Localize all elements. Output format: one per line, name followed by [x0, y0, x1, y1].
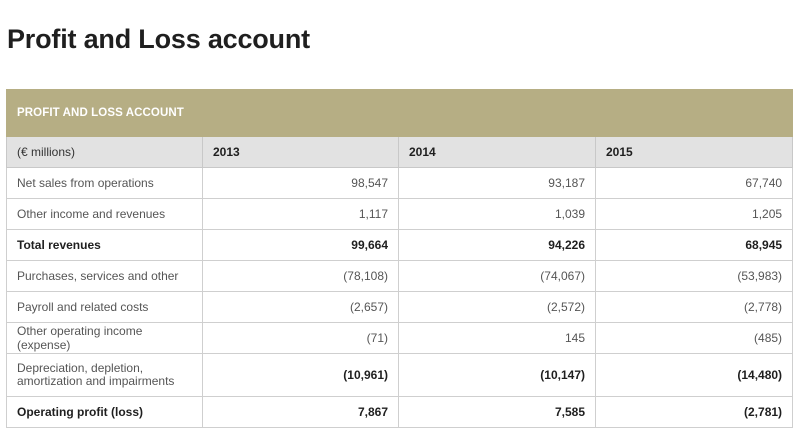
row-label: Payroll and related costs	[6, 291, 203, 323]
row-label: Total revenues	[6, 229, 203, 261]
cell-value: (2,778)	[594, 291, 794, 323]
unit-label: (€ millions)	[6, 136, 203, 168]
cell-value: 99,664	[202, 229, 399, 261]
table-banner-row: PROFIT AND LOSS ACCOUNT	[5, 89, 794, 137]
table-row-net-sales: Net sales from operations 98,547 93,187 …	[6, 167, 794, 199]
cell-value: 98,547	[202, 167, 399, 199]
cell-value: (14,480)	[594, 353, 794, 397]
cell-value: 1,205	[594, 198, 794, 230]
table-row-operating-profit: Operating profit (loss) 7,867 7,585 (2,7…	[6, 396, 794, 428]
table-row-other-income: Other income and revenues 1,117 1,039 1,…	[6, 198, 794, 230]
cell-value: (485)	[594, 322, 794, 354]
table-header-row: (€ millions) 2013 2014 2015	[6, 136, 794, 168]
row-label: Net sales from operations	[6, 167, 203, 199]
row-label: Operating profit (loss)	[6, 396, 203, 428]
cell-value: 1,039	[398, 198, 596, 230]
cell-value: (2,572)	[398, 291, 596, 323]
cell-value: (10,147)	[398, 353, 596, 397]
row-label: Other operating income (expense)	[6, 322, 203, 354]
cell-value: (10,961)	[202, 353, 399, 397]
table-row-depreciation: Depreciation, depletion, amortization an…	[6, 353, 794, 397]
cell-value: (2,781)	[594, 396, 794, 428]
cell-value: (53,983)	[594, 260, 794, 292]
table-row-other-operating: Other operating income (expense) (71) 14…	[6, 322, 794, 354]
cell-value: 1,117	[202, 198, 399, 230]
cell-value: (74,067)	[398, 260, 596, 292]
row-label: Purchases, services and other	[6, 260, 203, 292]
column-header-year: 2014	[398, 136, 596, 168]
cell-value: 7,585	[398, 396, 596, 428]
row-label: Depreciation, depletion, amortization an…	[6, 353, 203, 397]
cell-value: 7,867	[202, 396, 399, 428]
cell-value: 68,945	[594, 229, 794, 261]
cell-value: 67,740	[594, 167, 794, 199]
cell-value: (71)	[202, 322, 399, 354]
page-title: Profit and Loss account	[7, 24, 310, 54]
column-header-year: 2015	[594, 136, 794, 168]
row-label: Other income and revenues	[6, 198, 203, 230]
table-row-payroll: Payroll and related costs (2,657) (2,572…	[6, 291, 794, 323]
cell-value: (78,108)	[202, 260, 399, 292]
cell-value: (2,657)	[202, 291, 399, 323]
table-row-total-revenues: Total revenues 99,664 94,226 68,945	[6, 229, 794, 261]
profit-loss-table: PROFIT AND LOSS ACCOUNT (€ millions) 201…	[5, 89, 794, 428]
column-header-year: 2013	[202, 136, 399, 168]
cell-value: 93,187	[398, 167, 596, 199]
profit-loss-table-container: PROFIT AND LOSS ACCOUNT (€ millions) 201…	[5, 89, 794, 428]
cell-value: 94,226	[398, 229, 596, 261]
table-banner: PROFIT AND LOSS ACCOUNT	[5, 89, 794, 137]
cell-value: 145	[398, 322, 596, 354]
table-row-purchases: Purchases, services and other (78,108) (…	[6, 260, 794, 292]
